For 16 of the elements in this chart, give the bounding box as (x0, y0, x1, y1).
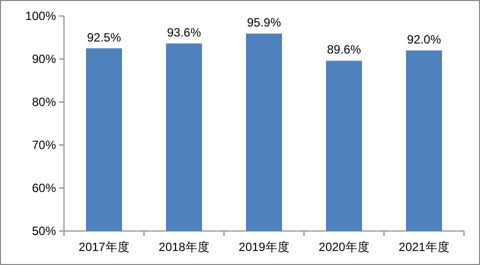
x-tick-label: 2017年度 (78, 240, 130, 254)
y-tick-label: 70% (32, 138, 56, 152)
data-label: 89.6% (326, 42, 362, 57)
y-tick-label: 100% (25, 9, 56, 23)
x-tick-label: 2018年度 (158, 240, 210, 254)
data-label: 95.9% (246, 16, 282, 30)
x-tick-label: 2020年度 (318, 240, 370, 254)
data-label: 93.6% (166, 26, 202, 40)
x-tick-label: 2021年度 (398, 240, 450, 254)
y-tick-label: 60% (32, 181, 56, 195)
y-tick-label: 90% (32, 52, 56, 66)
data-label: 92.5% (86, 30, 122, 44)
y-tick-label: 80% (32, 95, 56, 109)
data-label: 92.0% (406, 32, 442, 46)
y-tick-label: 50% (32, 224, 56, 238)
x-tick-label: 2019年度 (238, 240, 290, 254)
